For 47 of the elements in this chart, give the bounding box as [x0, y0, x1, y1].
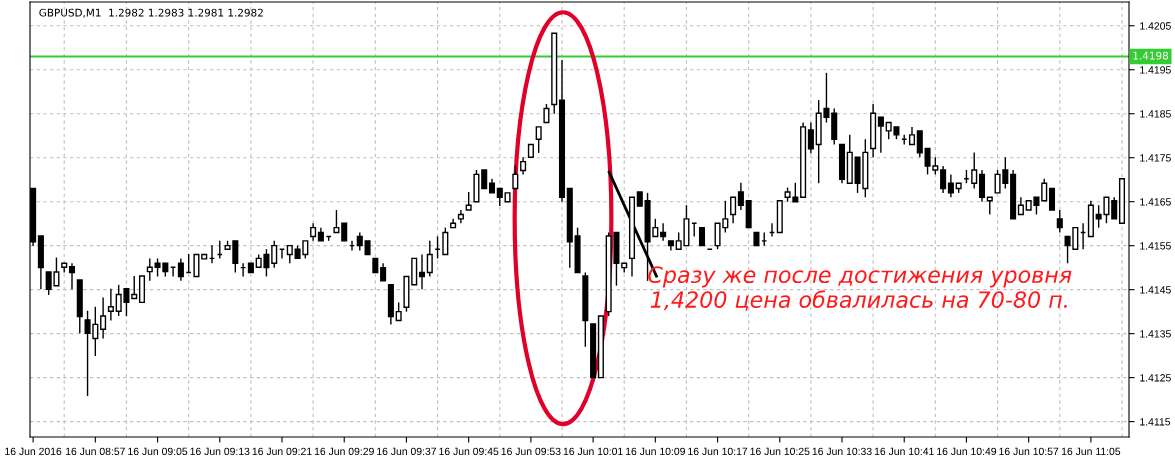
candlestick [947, 173, 954, 198]
y-tick-label: 1.4145 [1140, 286, 1171, 294]
x-tick-label: 16 Jun 10:25 [750, 447, 810, 456]
x-tick-label: 16 Jun 09:05 [128, 447, 188, 456]
candlestick [870, 103, 877, 158]
x-tick-label: 16 Jun 09:53 [501, 447, 561, 456]
ref-line-label: 1.4198 [1133, 51, 1169, 60]
x-tick-label: 16 Jun 10:49 [937, 447, 997, 456]
candlestick [457, 209, 464, 224]
x-tick-label: 16 Jun 09:45 [439, 447, 499, 456]
x-tick-label: 16 Jun 09:13 [190, 447, 250, 456]
candlestick [978, 169, 986, 203]
candlestick [558, 59, 566, 203]
candlestick [807, 121, 814, 154]
y-tick-label: 1.4155 [1140, 242, 1171, 250]
x-tick-label: 16 Jun 10:17 [688, 447, 748, 456]
y-tick-label: 1.4175 [1140, 154, 1171, 162]
x-tick-label: 16 Jun 10:09 [626, 447, 685, 456]
x-tick-label: 16 Jun 09:29 [314, 447, 374, 456]
x-tick-label: 16 Jun 2016 [5, 447, 62, 456]
y-tick-label: 1.4115 [1140, 418, 1171, 426]
candlestick [68, 262, 76, 290]
candlestick [940, 165, 947, 194]
candlestick [520, 156, 527, 176]
candlestick [737, 182, 744, 211]
candlestick [660, 222, 667, 242]
candlestick [418, 253, 426, 290]
x-tick-label: 16 Jun 09:37 [377, 447, 437, 456]
candlestick [107, 288, 114, 322]
x-tick-label: 16 Jun 10:01 [563, 447, 623, 456]
candlestick [100, 296, 107, 340]
y-tick-label: 1.4135 [1140, 330, 1171, 338]
y-tick-label: 1.4195 [1140, 66, 1171, 74]
x-tick-label: 16 Jun 10:57 [999, 447, 1059, 456]
y-tick-label: 1.4165 [1140, 198, 1171, 206]
y-tick-label: 1.4125 [1140, 374, 1171, 382]
y-tick-label: 1.4185 [1140, 110, 1171, 118]
x-tick-label: 16 Jun 08:57 [66, 447, 125, 456]
x-tick-label: 16 Jun 10:41 [874, 447, 934, 456]
text: GBPUSD,M1 1.2982 1.2983 1.2981 1.2982 [39, 8, 263, 18]
candlestick [310, 222, 317, 242]
annotation: Сразу же после достижения уровня 1,4200 цена обвалилась на 70-80 п. [648, 266, 1072, 311]
x-tick-label: 16 Jun 11:05 [1061, 447, 1121, 456]
candlestick [177, 257, 184, 282]
x-tick-label: 16 Jun 09:21 [252, 447, 312, 456]
x-tick-label: 16 Jun 10:33 [812, 447, 872, 456]
y-tick-label: 1.4205 [1140, 22, 1171, 30]
